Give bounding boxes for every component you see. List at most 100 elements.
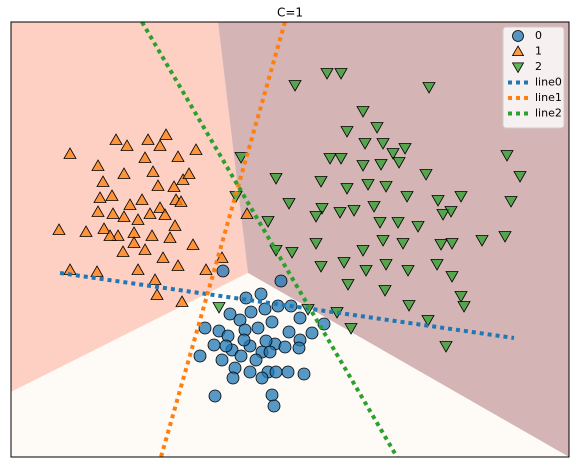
point [341, 279, 355, 291]
point [374, 159, 388, 171]
point [411, 221, 425, 233]
point [370, 122, 384, 134]
point [379, 259, 393, 271]
point [361, 179, 375, 191]
point [175, 295, 189, 307]
point [145, 229, 159, 241]
point [402, 300, 416, 312]
decision-region [218, 22, 569, 457]
point [106, 207, 120, 219]
point [334, 68, 348, 80]
point [208, 389, 222, 403]
point [445, 271, 459, 283]
point [288, 80, 302, 92]
separator-line [159, 22, 287, 457]
point [243, 365, 257, 379]
point [378, 285, 392, 297]
point [434, 239, 448, 251]
point [198, 321, 212, 335]
point [186, 238, 200, 250]
point [163, 231, 177, 243]
point [146, 165, 160, 177]
point [367, 201, 381, 213]
point [305, 326, 319, 340]
point [150, 288, 164, 300]
point [379, 181, 393, 193]
point [234, 349, 248, 363]
point [153, 139, 167, 151]
point [167, 180, 181, 192]
point [127, 236, 141, 248]
point [431, 195, 445, 207]
point [135, 193, 149, 205]
point [117, 210, 131, 222]
point [176, 173, 190, 185]
plot-area [11, 22, 569, 457]
point [261, 216, 275, 228]
point [97, 222, 111, 234]
point [91, 159, 105, 171]
point [267, 399, 281, 413]
legend-label: line2 [535, 107, 562, 120]
point [96, 175, 110, 187]
point [237, 333, 251, 347]
point [392, 157, 406, 169]
point [422, 82, 436, 94]
point [439, 341, 453, 353]
point [199, 263, 213, 275]
point [513, 171, 527, 183]
point [293, 311, 307, 325]
point [212, 302, 226, 314]
point [445, 238, 459, 250]
point [79, 225, 93, 237]
point [90, 265, 104, 277]
point [457, 301, 471, 313]
point [109, 133, 123, 145]
point [63, 147, 77, 159]
point [309, 211, 323, 223]
legend-label: line1 [535, 91, 562, 104]
point [254, 287, 268, 301]
point [263, 345, 277, 359]
point [105, 189, 119, 201]
point [91, 205, 105, 217]
legend-marker [511, 45, 525, 57]
point [454, 291, 468, 303]
point [373, 217, 387, 229]
point [216, 264, 230, 278]
point [131, 263, 145, 275]
point [156, 251, 170, 263]
point [269, 365, 283, 379]
point [168, 219, 182, 231]
point [259, 334, 273, 348]
point [281, 365, 295, 379]
point [282, 198, 296, 210]
legend-label: 2 [535, 60, 542, 73]
point [391, 217, 405, 229]
point [274, 274, 288, 288]
point [153, 201, 167, 213]
legend: 0 1 2 line0 line1 line2 [502, 26, 565, 129]
point [219, 339, 233, 353]
point [444, 206, 458, 218]
legend-marker [512, 30, 524, 42]
point [265, 315, 279, 329]
point [359, 265, 373, 277]
point [226, 371, 240, 385]
point [400, 191, 414, 203]
point [93, 191, 107, 203]
point [500, 150, 514, 162]
point [215, 251, 229, 263]
point [401, 265, 415, 277]
legend-marker [511, 62, 525, 74]
point [344, 323, 358, 335]
point [234, 152, 248, 164]
point [207, 338, 221, 352]
point [251, 321, 265, 335]
point [285, 247, 299, 259]
point [356, 106, 370, 118]
point [292, 341, 306, 355]
point [223, 307, 237, 321]
point [269, 173, 283, 185]
point [421, 315, 435, 327]
